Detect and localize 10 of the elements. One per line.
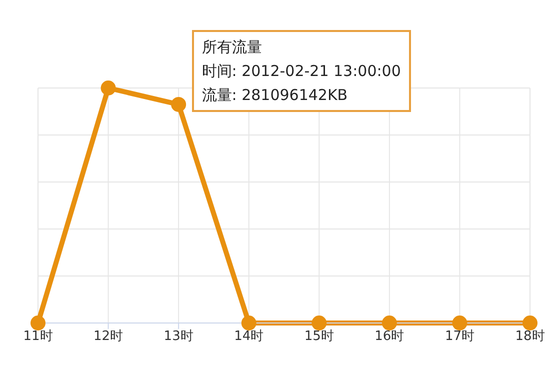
annotation: 流量: 281096142KB <box>202 85 349 106</box>
x-tick-label: 11时 <box>23 329 53 344</box>
x-tick-label: 14时 <box>234 329 264 344</box>
tooltip-box: 所有流量 时间: 2012-02-21 13:00:00 流量: 281096142KB <box>192 30 411 112</box>
x-tick-label: 15时 <box>304 329 334 344</box>
x-tick-label: 18时 <box>515 329 545 344</box>
x-tick-label: 13时 <box>164 329 194 344</box>
x-tick-label: 12时 <box>94 329 124 344</box>
x-tick-label: 17时 <box>444 329 474 344</box>
x-tick-label: 16时 <box>374 329 404 344</box>
